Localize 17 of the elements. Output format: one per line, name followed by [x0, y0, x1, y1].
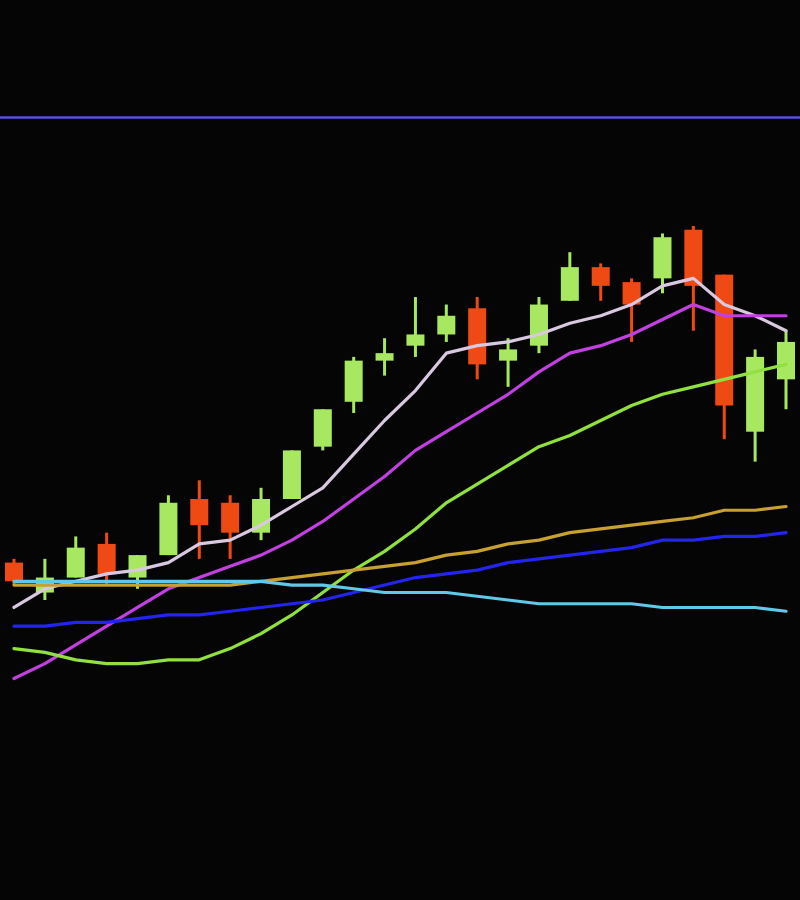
candlestick: [653, 231, 672, 295]
candlestick: [5, 557, 23, 587]
candlestick: [591, 261, 610, 303]
candlestick: [375, 336, 394, 378]
candlestick: [313, 407, 332, 452]
candlestick: [622, 276, 641, 344]
candlestick: [406, 295, 425, 359]
candlestick: [252, 486, 271, 542]
candlestick: [190, 478, 209, 561]
candlestick: [437, 303, 456, 344]
candlestick: [221, 493, 240, 561]
candlestick: [777, 329, 795, 411]
candlestick: [344, 355, 363, 415]
candlestick: [66, 534, 85, 580]
candlestick: [560, 250, 579, 303]
candlestick: [499, 336, 518, 389]
candlestick: [529, 295, 548, 355]
